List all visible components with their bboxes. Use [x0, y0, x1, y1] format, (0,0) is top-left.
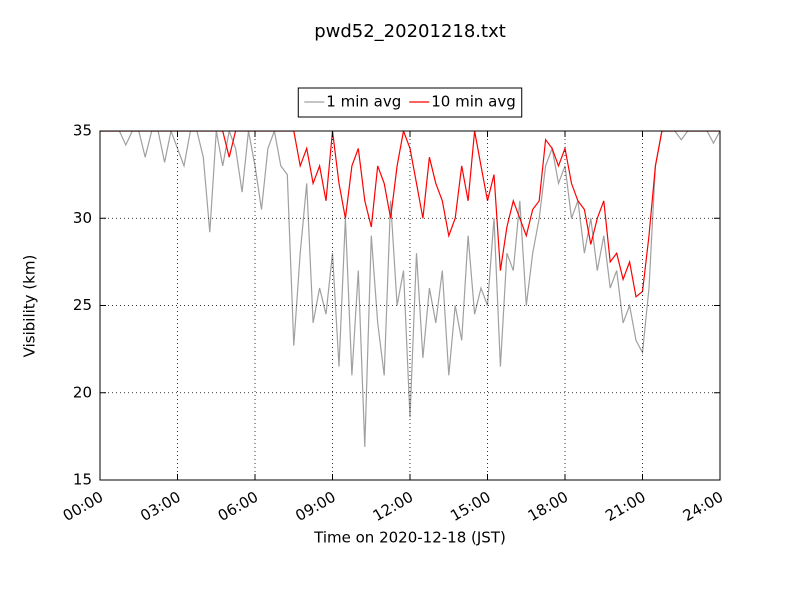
y-tick-label: 30 — [73, 209, 92, 227]
legend-label: 1 min avg — [326, 93, 401, 111]
legend-label: 10 min avg — [431, 93, 516, 111]
x-tick-label: 09:00 — [292, 488, 338, 525]
plot-area — [100, 131, 720, 447]
series-line — [100, 131, 720, 298]
x-tick-label: 00:00 — [60, 488, 106, 525]
y-tick-label: 15 — [73, 471, 92, 489]
x-tick-label: 06:00 — [215, 488, 261, 525]
y-axis-label: Visibility (km) — [21, 255, 39, 358]
legend-item: 1 min avg — [304, 93, 401, 111]
y-tick-label: 25 — [73, 296, 92, 314]
y-tick-label: 35 — [73, 122, 92, 140]
x-tick-label: 12:00 — [370, 488, 416, 525]
series-line — [100, 131, 720, 447]
x-tick-label: 15:00 — [447, 488, 493, 525]
x-axis-label: Time on 2020-12-18 (JST) — [313, 529, 506, 547]
x-tick-label: 18:00 — [525, 488, 571, 525]
y-tick-label: 20 — [73, 383, 92, 401]
x-tick-label: 21:00 — [602, 488, 648, 525]
chart-title: pwd52_20201218.txt — [314, 21, 506, 42]
x-tick-label: 03:00 — [137, 488, 183, 525]
legend: 1 min avg 10 min avg — [297, 87, 523, 118]
x-tick-label: 24:00 — [680, 488, 726, 525]
legend-item: 10 min avg — [409, 93, 516, 111]
